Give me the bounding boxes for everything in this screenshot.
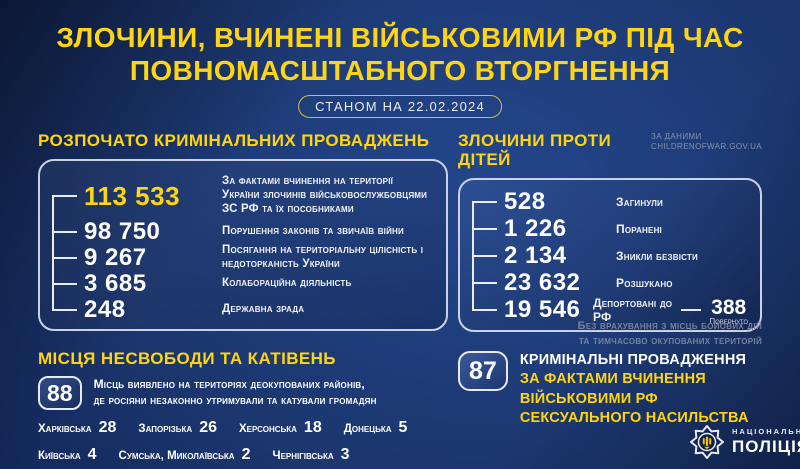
sv-line4: СЕКСУАЛЬНОГО НАСИЛЬСТВА xyxy=(519,410,749,427)
date-badge: СТАНОМ НА 22.02.2024 xyxy=(298,95,502,118)
page-title-line2: ПОВНОМАСШТАБНОГО ВТОРГНЕННЯ xyxy=(129,55,671,86)
section-title: МІСЦЯ НЕСВОБОДИ ТА КАТІВЕНЬ xyxy=(38,349,336,368)
stat-row: 1 226 Поранені xyxy=(472,214,748,242)
section-sexual-violence: 87 КРИМІНАЛЬНІ ПРОВАДЖЕННЯ ЗА ФАКТАМИ ВЧ… xyxy=(458,351,770,429)
stat-row: 528 Загинули xyxy=(472,187,748,215)
criminal-proceedings-panel: 113 533 За фактами вчинення на території… xyxy=(38,159,448,331)
section-title: РОЗПОЧАТО КРИМІНАЛЬНИХ ПРОВАДЖЕНЬ xyxy=(38,131,430,150)
disclaimer-line2: та тимчасово окупованих територій xyxy=(578,334,762,347)
page-title-line1: ЗЛОЧИНИ, ВЧИНЕНІ ВІЙСЬКОВИМИ РФ ПІД ЧАС xyxy=(56,22,744,53)
region-name: Харківська xyxy=(38,423,92,435)
stat-value: 98 750 xyxy=(84,218,161,245)
bracket-line xyxy=(52,196,54,310)
stat-value: 1 226 xyxy=(504,214,567,242)
stat-label: Загинули xyxy=(616,194,663,209)
stat-value: 248 xyxy=(84,296,126,323)
detention-count-row: 88 Місць виявлено на територіях деокупов… xyxy=(38,376,458,410)
regions-row: Харківська 28 Запорізька 26 Херсонська 1… xyxy=(38,419,458,437)
region-value: 2 xyxy=(241,446,251,463)
region-item: Запорізька 26 xyxy=(138,419,217,437)
region-value: 5 xyxy=(398,419,408,436)
region-name: Київська xyxy=(38,450,81,462)
stat-value: 23 632 xyxy=(504,268,581,296)
stat-label: Посягання на територіальну цілісність і … xyxy=(222,244,424,270)
region-value: 3 xyxy=(340,446,350,463)
section-title: ЗЛОЧИНИ ПРОТИ ДІТЕЙ xyxy=(458,131,612,169)
children-disclaimer: Без врахування з місць бойових дій та ти… xyxy=(458,319,762,349)
region-value: 28 xyxy=(98,419,117,436)
region-item: Херсонська 18 xyxy=(239,419,322,437)
section-header: ЗЛОЧИНИ ПРОТИ ДІТЕЙ ЗА ДАНИМИ CHILDRENOF… xyxy=(458,131,762,169)
stat-label: Зникли безвісти xyxy=(616,248,698,263)
regions-row: Київська 4 Сумська, Миколаївська 2 Черні… xyxy=(38,446,458,464)
count-badge-87: 87 xyxy=(458,351,508,391)
stat-label: За фактами вчинення на території України… xyxy=(222,175,428,215)
detention-desc-line2: де росіяни незаконно утримували та катув… xyxy=(93,393,377,407)
region-value: 4 xyxy=(87,446,97,463)
data-source-note: ЗА ДАНИМИ CHILDRENOFWAR.GOV.UA xyxy=(651,132,762,153)
stat-label: Колабораційна діяльність xyxy=(222,277,352,290)
stat-label: Поранені xyxy=(616,221,662,236)
stat-row: 3 685 Колабораційна діяльність xyxy=(52,270,432,297)
logo-line2: ПОЛІЦІЯ xyxy=(732,437,800,456)
returned-stat: 388 Повернуто xyxy=(709,295,748,326)
stat-row: 23 632 Розшукано xyxy=(472,268,748,296)
region-item: Сумська, Миколаївська 2 xyxy=(119,446,251,464)
region-name: Донецька xyxy=(343,423,392,435)
national-police-logo: НАЦІОНАЛЬНА ПОЛІЦІЯ xyxy=(690,423,800,461)
stat-value: 9 267 xyxy=(84,244,147,271)
stat-value: 19 546 xyxy=(504,295,581,323)
connector-dash xyxy=(681,308,702,311)
stat-value: 113 533 xyxy=(84,181,181,211)
section-detention-places: МІСЦЯ НЕСВОБОДИ ТА КАТІВЕНЬ 88 Місць вия… xyxy=(38,349,458,464)
stat-label: Депортовані до РФ xyxy=(592,295,673,324)
region-item: Чернігівська 3 xyxy=(272,446,349,464)
region-item: Харківська 28 xyxy=(38,419,116,437)
sexual-violence-text: КРИМІНАЛЬНІ ПРОВАДЖЕННЯ ЗА ФАКТАМИ ВЧИНЕ… xyxy=(520,351,749,429)
region-name: Чернігівська xyxy=(272,450,334,462)
sv-line2: ЗА ФАКТАМИ ВЧИНЕННЯ xyxy=(519,371,706,388)
section-criminal-proceedings: РОЗПОЧАТО КРИМІНАЛЬНИХ ПРОВАДЖЕНЬ 113 53… xyxy=(38,131,448,331)
sv-line1: КРИМІНАЛЬНІ ПРОВАДЖЕННЯ xyxy=(519,352,747,368)
stat-row: 248 Державна зрада xyxy=(52,296,432,323)
stat-rows: 113 533 За фактами вчинення на території… xyxy=(52,173,432,323)
logo-text: НАЦІОНАЛЬНА ПОЛІЦІЯ xyxy=(732,427,800,457)
stat-row: 9 267 Посягання на територіальну цілісні… xyxy=(52,244,432,271)
returned-value: 388 xyxy=(711,295,747,319)
region-name: Запорізька xyxy=(138,423,193,435)
data-source-line2: CHILDRENOFWAR.GOV.UA xyxy=(651,142,762,152)
stat-rows: 528 Загинули 1 226 Поранені 2 134 Зникли… xyxy=(472,187,748,326)
data-source-line1: ЗА ДАНИМИ xyxy=(651,132,702,141)
sv-line3: ВІЙСЬКОВИМИ РФ xyxy=(519,390,658,407)
disclaimer-line1: Без врахування з місць бойових дій xyxy=(577,320,762,332)
stat-row: 2 134 Зникли безвісти xyxy=(472,241,748,269)
logo-line1: НАЦІОНАЛЬНА xyxy=(732,427,800,436)
region-value: 26 xyxy=(199,419,217,436)
stat-row: 113 533 За фактами вчинення на території… xyxy=(52,173,432,219)
children-panel: 528 Загинули 1 226 Поранені 2 134 Зникли… xyxy=(458,178,762,332)
detention-desc-line1: Місць виявлено на територіях деокуповани… xyxy=(93,377,365,392)
stat-label: Порушення законів та звичаїв війни xyxy=(222,225,404,238)
region-item: Київська 4 xyxy=(38,446,97,464)
stat-value: 528 xyxy=(504,187,546,215)
region-value: 18 xyxy=(303,419,322,436)
stat-value: 2 134 xyxy=(504,241,567,269)
region-item: Донецька 5 xyxy=(344,419,408,437)
section-crimes-against-children: ЗЛОЧИНИ ПРОТИ ДІТЕЙ ЗА ДАНИМИ CHILDRENOF… xyxy=(458,131,762,332)
page-title: ЗЛОЧИНИ, ВЧИНЕНІ ВІЙСЬКОВИМИ РФ ПІД ЧАС … xyxy=(0,21,800,87)
stat-label: Державна зрада xyxy=(222,303,305,316)
stat-row: 98 750 Порушення законів та звичаїв війн… xyxy=(52,218,432,245)
stat-row-deported: 19 546 Депортовані до РФ 388 Повернуто xyxy=(472,295,748,326)
detention-description: Місць виявлено на територіях деокуповани… xyxy=(94,377,377,408)
region-name: Сумська, Миколаївська xyxy=(118,450,235,462)
count-badge-88: 88 xyxy=(38,376,82,410)
stat-value: 3 685 xyxy=(84,270,147,297)
stat-label: Розшукано xyxy=(616,275,673,290)
region-name: Херсонська xyxy=(239,423,297,435)
police-badge-icon xyxy=(690,425,724,459)
returned-label: Повернуто xyxy=(709,316,748,326)
